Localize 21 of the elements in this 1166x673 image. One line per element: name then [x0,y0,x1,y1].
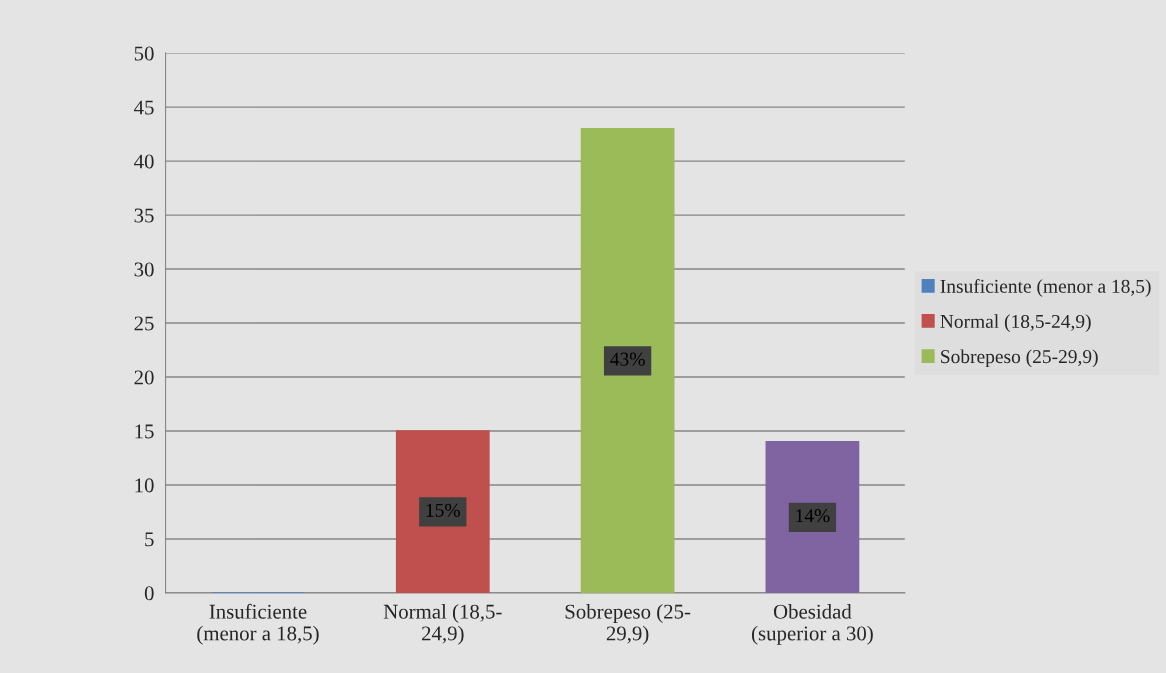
y-tick-label: 0 [144,586,154,601]
legend-label: Sobrepeso (25-29,9) [941,349,1098,368]
data-label: 15% [426,503,460,517]
y-tick-label: 10 [135,478,154,493]
data-label: 14% [796,509,830,523]
x-tick-label: Sobrepeso (25- 29,9) [565,604,691,645]
y-tick-label: 50 [134,46,154,61]
data-label: 43% [610,352,645,366]
y-tick-label: 25 [134,316,154,331]
y-tick-label: 5 [145,532,154,547]
legend-label: Insuficiente (menor a 18,5) [940,278,1151,297]
x-tick-label: Obesidad (superior a 30) [752,604,873,645]
y-tick-label: 20 [134,370,154,385]
y-tick-label: 35 [134,208,154,223]
y-tick-label: 15 [135,424,154,439]
x-tick-label: Insuficiente (menor a 18,5) [197,603,319,645]
y-tick-label: 45 [134,100,154,115]
y-tick-label: 40 [134,154,154,169]
x-tick-label: Normal (18,5- 24,9) [383,604,502,645]
legend-label: Normal (18,5-24,9) [940,314,1091,332]
y-tick-label: 30 [134,262,154,277]
